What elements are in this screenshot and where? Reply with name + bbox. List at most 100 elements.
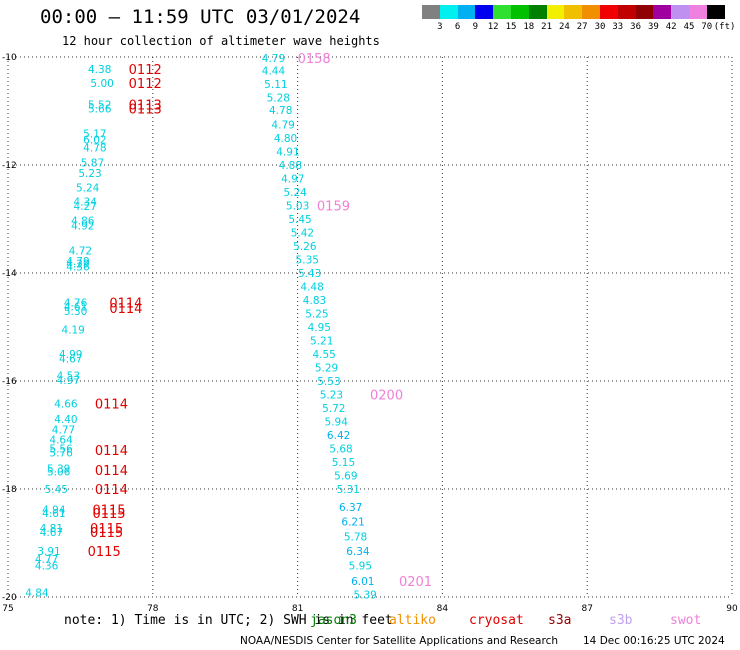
wave-height-value: 6.02	[83, 135, 106, 147]
mission-legend-entry: s3b	[609, 613, 633, 628]
wave-height-value: 4.91	[276, 147, 299, 159]
y-tick-label: -16	[2, 377, 17, 387]
pass-time-label: 0114	[95, 483, 128, 498]
wave-height-value: 6.37	[339, 502, 362, 514]
wave-height-value: 4.72	[69, 245, 92, 257]
wave-height-value: 4.79	[66, 256, 89, 268]
x-tick-label: 75	[2, 604, 13, 614]
mission-legend-entry: jason3	[310, 613, 357, 628]
wave-height-value: 5.06	[47, 467, 71, 479]
y-tick-label: -10	[2, 53, 17, 63]
colorbar-swatch	[546, 5, 565, 19]
wave-height-value: 5.68	[329, 444, 352, 456]
wave-height-value: 4.29	[66, 258, 89, 270]
wave-height-value: 4.27	[74, 201, 97, 213]
wave-height-value: 4.40	[54, 414, 77, 426]
wave-height-value: 5.94	[325, 417, 349, 429]
wave-height-value: 4.48	[300, 282, 323, 294]
wave-height-value: 5.31	[337, 484, 360, 496]
pass-time-label: 0114	[109, 297, 142, 312]
wave-height-value: 4.77	[52, 425, 75, 437]
wave-height-value: 4.61	[64, 301, 87, 313]
wave-height-value: 6.42	[327, 430, 350, 442]
footer-credit: NOAA/NESDIS Center for Satellite Applica…	[240, 635, 558, 647]
pass-time-label: 0115	[88, 545, 121, 560]
pass-time-label: 0201	[399, 575, 432, 590]
wave-height-value: 5.35	[296, 255, 319, 267]
wave-height-value: 5.39	[353, 589, 376, 601]
x-tick-label: 87	[581, 604, 592, 614]
pass-time-label: 0200	[370, 389, 403, 404]
pass-time-label: 0159	[317, 200, 350, 215]
x-tick-label: 84	[437, 604, 449, 614]
wave-height-value: 5.17	[83, 129, 106, 141]
wave-height-value: 5.42	[291, 228, 314, 240]
colorbar-swatch	[475, 5, 494, 19]
colorbar-label: 30	[594, 22, 606, 32]
wave-height-value: 5.53	[317, 376, 340, 388]
wave-height-value: 5.78	[344, 532, 367, 544]
pass-time-label: 0115	[90, 522, 123, 537]
colorbar-label: 9	[472, 22, 479, 32]
colorbar-label: 12	[487, 22, 499, 32]
wave-height-value: 5.23	[78, 168, 101, 180]
mission-legend-entry: swot	[670, 613, 702, 628]
wave-height-value: 4.38	[88, 64, 111, 76]
pass-time-label: 0115	[92, 507, 125, 522]
wave-height-value: 4.94	[42, 505, 66, 517]
pass-time-label: 0158	[298, 52, 331, 67]
colorbar-swatch	[439, 5, 459, 19]
wave-height-value: 6.01	[351, 576, 374, 588]
wave-height-value: 4.67	[40, 527, 63, 539]
colorbar-label: 33	[612, 22, 624, 32]
x-tick-label: 90	[726, 604, 738, 614]
wave-height-value: 4.34	[74, 197, 98, 209]
pass-time-label: 0114	[95, 464, 128, 479]
x-tick-label: 78	[147, 604, 159, 614]
wave-height-value: 5.43	[298, 268, 321, 280]
colorbar-swatch	[511, 5, 530, 19]
mission-legend-entry: s3a	[548, 613, 572, 628]
pass-time-label: 0112	[129, 63, 162, 78]
wave-height-value: 4.80	[274, 133, 297, 145]
colorbar-label: 21	[541, 22, 553, 32]
colorbar-swatch	[671, 5, 690, 19]
wave-height-value: 6.21	[341, 516, 364, 528]
wave-height-value: 4.53	[57, 371, 80, 383]
wave-height-value: 4.66	[54, 399, 78, 411]
colorbar-swatch	[689, 5, 708, 19]
wave-height-value: 4.92	[71, 220, 94, 232]
colorbar-label: 3	[437, 22, 443, 32]
pass-time-label: 0113	[129, 102, 162, 117]
y-tick-label: -18	[2, 485, 17, 495]
wave-height-value: 4.64	[49, 434, 73, 446]
x-tick-label: 81	[292, 604, 303, 614]
wave-height-value: 5.26	[293, 241, 317, 253]
wave-height-value: 4.61	[42, 508, 65, 520]
wave-height-value: 5.24	[283, 187, 307, 199]
wave-height-value: 5.28	[267, 93, 290, 105]
wave-height-value: 4.97	[57, 375, 80, 387]
chart-subtitle: 12 hour collection of altimeter wave hei…	[62, 34, 380, 48]
wave-height-value: 5.66	[88, 103, 112, 115]
colorbar-swatch	[635, 5, 654, 19]
wave-height-value: 5.21	[310, 336, 333, 348]
colorbar-label: (ft)	[713, 22, 736, 32]
wave-height-value: 4.84	[25, 588, 49, 600]
y-tick-label: -20	[2, 593, 17, 603]
colorbar-label: 45	[683, 22, 695, 32]
wave-height-value: 5.39	[47, 463, 70, 475]
wave-height-value: 4.79	[262, 53, 285, 65]
colorbar-label: 6	[454, 22, 461, 32]
wave-height-value: 6.34	[346, 546, 370, 558]
wave-height-value: 4.36	[35, 561, 59, 573]
wave-height-value: 4.44	[262, 66, 286, 78]
wave-height-value: 4.19	[61, 325, 84, 337]
wave-height-value: 4.76	[64, 298, 88, 310]
colorbar-label: 18	[523, 22, 535, 32]
wave-height-value: 5.11	[264, 79, 287, 91]
wave-height-value: 5.00	[90, 78, 113, 90]
wave-height-value: 5.69	[334, 471, 357, 483]
colorbar-swatch	[564, 5, 583, 19]
